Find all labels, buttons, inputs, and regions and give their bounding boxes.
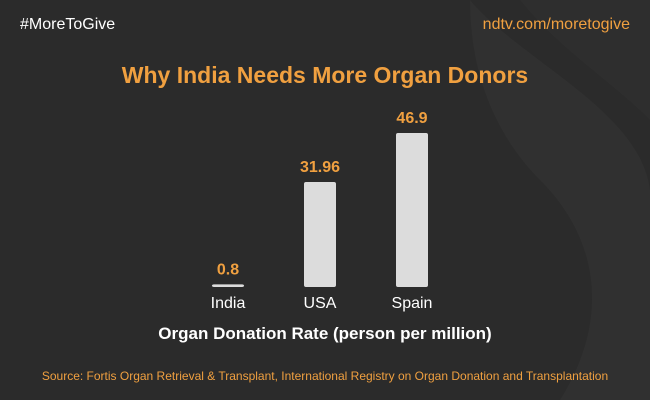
value-label-india: 0.8 — [217, 261, 239, 278]
chart-title: Why India Needs More Organ Donors — [121, 62, 529, 88]
bar-spain — [396, 133, 428, 287]
bar-usa — [304, 182, 336, 287]
value-label-spain: 46.9 — [396, 110, 427, 127]
category-label-usa: USA — [304, 295, 337, 312]
site-url-link[interactable]: ndtv.com/moretogive — [482, 16, 630, 33]
bar-india — [212, 284, 244, 287]
category-label-spain: Spain — [392, 295, 433, 312]
hashtag-label: #MoreToGive — [20, 16, 116, 33]
value-label-usa: 31.96 — [300, 159, 340, 176]
category-label-india: India — [211, 295, 246, 312]
x-axis-label: Organ Donation Rate (person per million) — [158, 324, 492, 343]
source-citation: Source: Fortis Organ Retrieval & Transpl… — [41, 369, 609, 383]
